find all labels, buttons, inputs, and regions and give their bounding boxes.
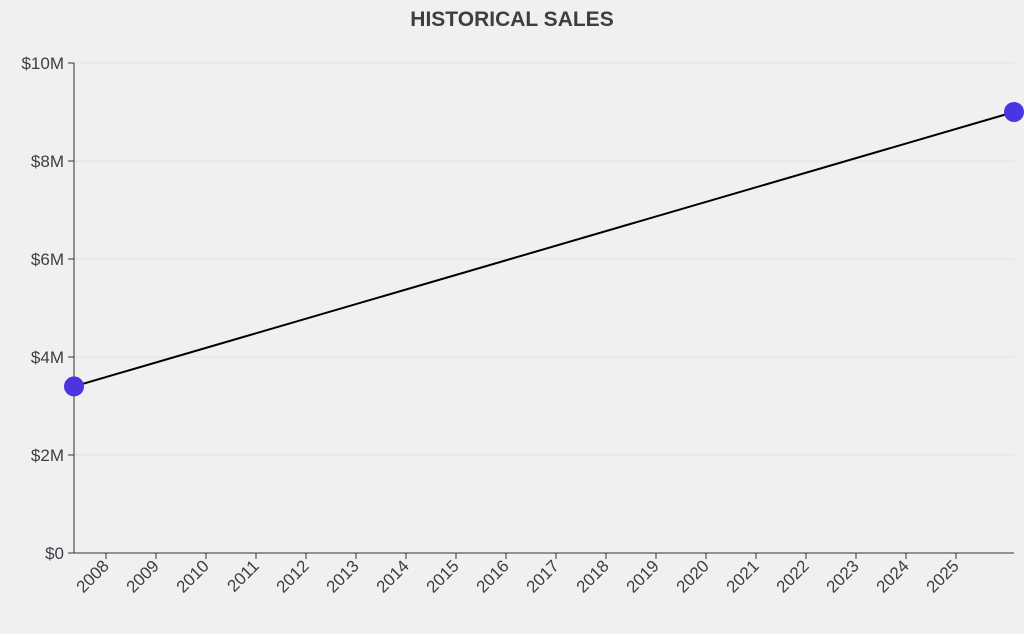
x-tick-label: 2017: [523, 556, 563, 596]
x-tick-label: 2010: [173, 556, 213, 596]
y-tick-label: $0: [45, 544, 64, 563]
x-tick-label: 2024: [873, 556, 913, 596]
x-tick-label: 2019: [623, 556, 663, 596]
x-tick-label: 2009: [123, 556, 163, 596]
x-tick-label: 2015: [423, 556, 463, 596]
data-point: [1004, 102, 1024, 122]
x-tick-label: 2014: [373, 556, 413, 596]
y-tick-label: $8M: [31, 152, 64, 171]
y-tick-label: $4M: [31, 348, 64, 367]
x-tick-label: 2020: [673, 556, 713, 596]
x-tick-label: 2016: [473, 556, 513, 596]
data-point: [64, 376, 84, 397]
x-tick-label: 2023: [823, 556, 863, 596]
x-tick-label: 2021: [723, 556, 763, 596]
x-tick-label: 2008: [73, 556, 113, 596]
y-tick-label: $2M: [31, 446, 64, 465]
x-tick-label: 2025: [923, 556, 963, 596]
x-tick-label: 2012: [273, 556, 313, 596]
y-tick-label: $10M: [21, 54, 64, 73]
x-tick-label: 2013: [323, 556, 363, 596]
x-tick-label: 2011: [224, 556, 263, 595]
x-tick-label: 2018: [573, 556, 613, 596]
series-line: [73, 111, 1015, 388]
x-tick-label: 2022: [773, 556, 813, 596]
chart-title: HISTORICAL SALES: [410, 8, 613, 31]
y-tick-label: $6M: [31, 250, 64, 269]
